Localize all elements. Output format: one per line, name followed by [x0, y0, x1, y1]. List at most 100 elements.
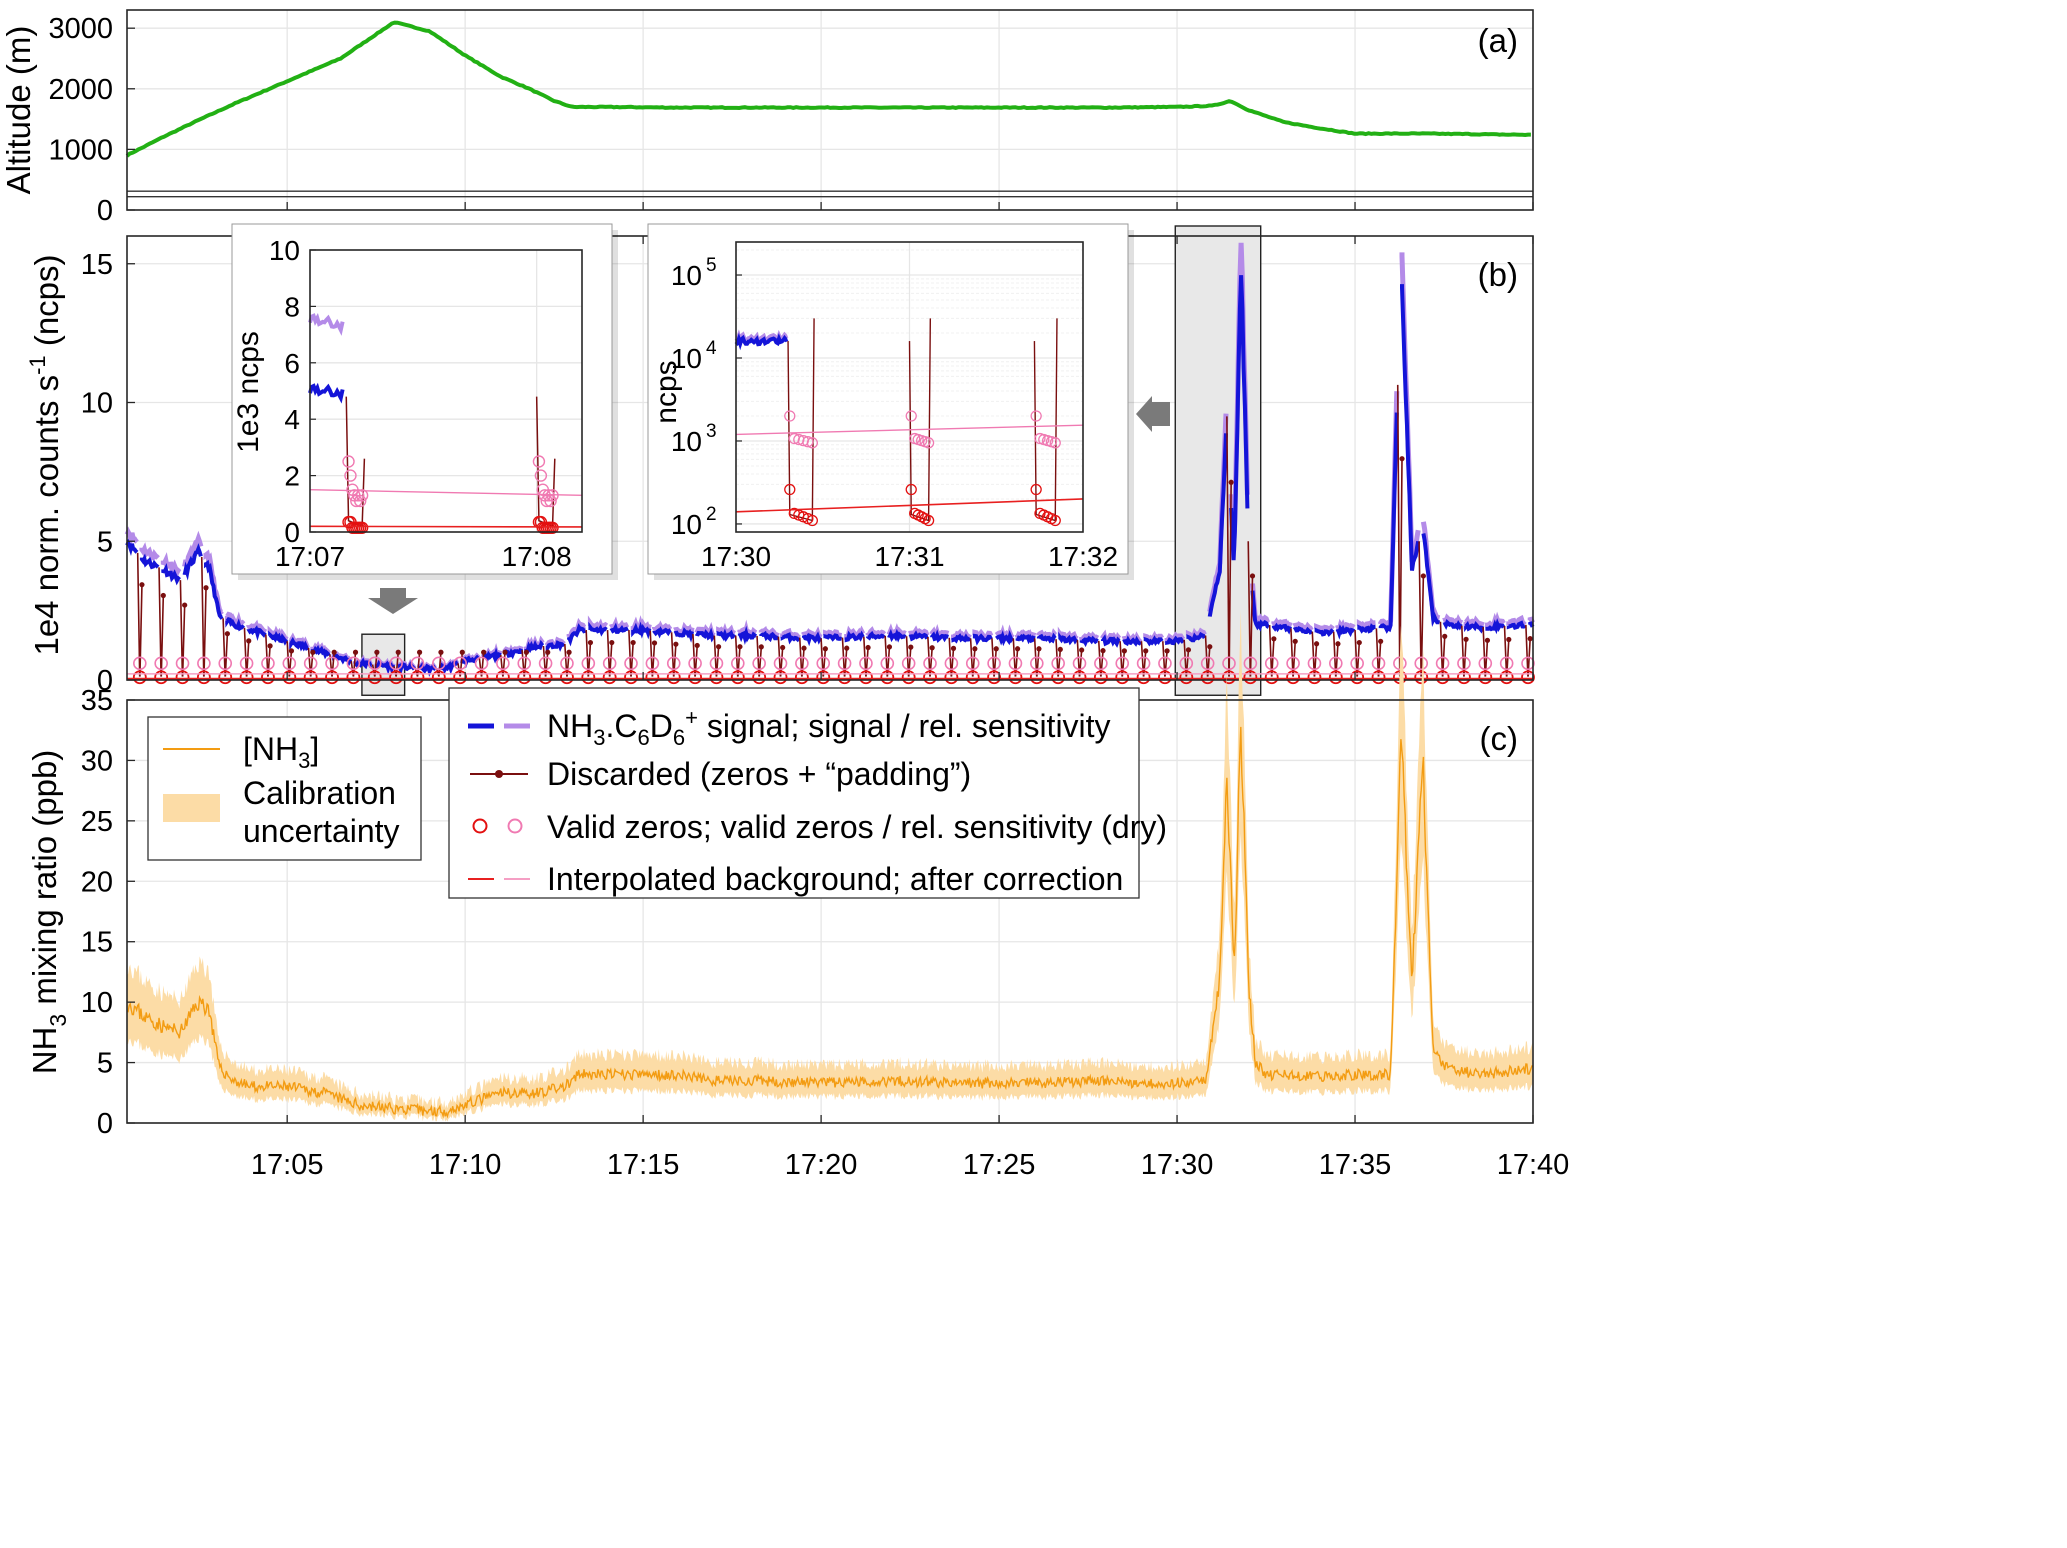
zero-marker: [784, 483, 796, 496]
y-tick-label: 25: [81, 806, 113, 838]
discarded-line: [787, 318, 815, 522]
x-tick-label: 17:15: [607, 1149, 680, 1181]
zero-marker: [730, 670, 745, 685]
background-corrected-line: [735, 424, 1084, 436]
zero-relsens-marker: [752, 656, 766, 671]
zero-relsens-marker: [1414, 656, 1429, 671]
zero-relsens-marker: [534, 469, 548, 482]
zero-relsens-marker: [784, 410, 796, 422]
discarded-line: [905, 636, 912, 677]
legend-signal-label: NH3.C6D6+ signal; signal / rel. sensitiv…: [547, 705, 1111, 750]
discarded-point: [972, 646, 978, 652]
y-tick-label: 3000: [48, 13, 113, 45]
zero-relsens-marker: [1307, 656, 1322, 671]
zero-relsens-marker: [1136, 656, 1151, 671]
zero-relsens-marker: [367, 656, 382, 671]
zero-marker: [389, 670, 403, 685]
legend-zero-relsens-marker: [507, 818, 523, 834]
zero-relsens-marker: [901, 656, 916, 671]
discarded-point: [203, 585, 209, 591]
zero-marker: [880, 670, 895, 685]
zero-relsens-marker: [1371, 656, 1386, 671]
zero-relsens-marker: [154, 656, 168, 671]
discarded-line: [200, 556, 207, 677]
discarded-line: [1354, 630, 1361, 677]
discarded-point: [630, 639, 636, 646]
discarded-point: [822, 646, 828, 652]
x-tick-label: 17:35: [1319, 1149, 1392, 1181]
x-tick-label: 17:31: [874, 541, 944, 572]
nh3-line: [126, 726, 1533, 1119]
zero-relsens-marker: [837, 656, 852, 671]
discarded-point: [1271, 636, 1277, 642]
altitude-line: [125, 20, 1531, 158]
discarded-point: [310, 649, 316, 655]
zero-marker: [709, 670, 724, 685]
zero-marker: [1350, 670, 1365, 685]
zero-relsens-marker: [410, 656, 425, 671]
discarded-point: [993, 646, 999, 652]
zero-marker: [602, 670, 617, 685]
legend-main-box: [448, 687, 1140, 899]
discarded-point: [139, 582, 145, 588]
y-tick-label: 10: [671, 260, 702, 291]
discarded-point: [395, 649, 401, 655]
discarded-point: [1014, 646, 1021, 652]
discarded-point: [651, 640, 658, 646]
zero-relsens-marker: [624, 656, 638, 671]
zero-relsens-marker: [517, 656, 532, 671]
discarded-point: [908, 644, 914, 650]
zero-marker: [624, 670, 638, 685]
discarded-line: [713, 635, 720, 677]
discarded-line: [499, 652, 506, 677]
discarded-point: [1506, 636, 1512, 643]
zero-marker: [1008, 670, 1023, 685]
y-tick-label: 10: [269, 235, 300, 266]
zero-marker: [1328, 670, 1343, 685]
discarded-point: [886, 644, 893, 650]
discarded-line: [136, 552, 143, 677]
zero-relsens-marker: [859, 656, 873, 671]
zero-relsens-marker: [1030, 410, 1042, 422]
inset-2-ylabel: ncps: [650, 360, 683, 423]
zero-marker: [1243, 670, 1258, 685]
zero-relsens-marker: [1329, 656, 1343, 671]
zero-marker: [1158, 670, 1172, 685]
discarded-line: [628, 630, 634, 677]
discarded-point: [1399, 456, 1405, 462]
discarded-line: [179, 580, 186, 677]
zero-relsens-marker: [496, 656, 510, 671]
zero-marker: [752, 670, 767, 685]
zero-relsens-marker: [581, 656, 596, 671]
zero-marker: [1499, 670, 1514, 685]
discarded-point: [1527, 636, 1533, 642]
x-tick-label: 17:40: [1497, 1149, 1570, 1181]
zero-relsens-marker: [197, 656, 211, 671]
zero-relsens-marker: [1049, 437, 1061, 449]
legend-discarded-point: [495, 770, 503, 778]
zero-marker: [431, 670, 446, 685]
discarded-line: [1162, 641, 1168, 677]
legend-zero-marker: [472, 818, 488, 834]
y-tick-label: 5: [97, 526, 113, 558]
discarded-point: [566, 649, 572, 655]
zero-marker: [1072, 670, 1087, 685]
zero-marker: [1435, 670, 1450, 685]
zero-marker: [688, 670, 702, 685]
discarded-point: [352, 649, 359, 655]
background-line: [309, 525, 583, 528]
zero-relsens-marker: [645, 656, 660, 671]
discarded-point: [758, 644, 764, 650]
panel-a-ylabel: Altitude (m): [0, 26, 37, 195]
y-tick-label: 2: [284, 461, 300, 492]
legend-discarded-label: Discarded (zeros + “padding”): [547, 756, 971, 792]
zero-marker: [1051, 670, 1066, 685]
discarded-point: [950, 645, 957, 651]
zero-marker: [901, 670, 916, 685]
zero-marker: [218, 670, 233, 685]
discarded-point: [1057, 646, 1063, 653]
discarded-line: [884, 635, 891, 677]
discarded-point: [1335, 641, 1341, 647]
discarded-point: [1313, 641, 1320, 647]
